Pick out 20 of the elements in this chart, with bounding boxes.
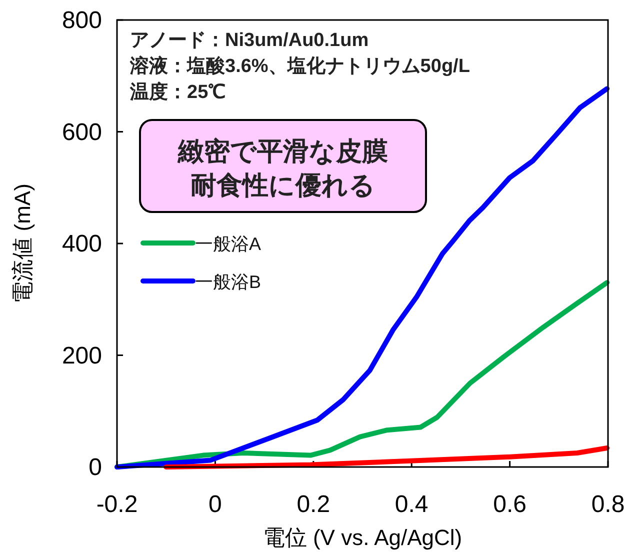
x-tick-label: 0.6 — [493, 491, 526, 518]
y-tick-label: 600 — [62, 118, 102, 146]
x-tick-label: 0.8 — [591, 491, 625, 518]
y-tick-label: 200 — [62, 342, 102, 370]
x-axis-title: 電位 (V vs. Ag/AgCl) — [262, 525, 462, 550]
x-tick-label: -0.2 — [96, 491, 138, 518]
x-tick-label: 0 — [208, 491, 222, 518]
annotation: 溶液：塩酸3.6%、塩化ナトリウム50g/L — [129, 55, 470, 77]
x-tick-label: 0.2 — [296, 491, 330, 518]
x-tick-label: 0.4 — [394, 491, 428, 518]
annotation: 緻密で平滑な皮膜 — [177, 136, 388, 166]
y-tick-label: 400 — [62, 230, 102, 258]
annotation: 温度：25℃ — [129, 81, 226, 103]
legend-label: 一般浴A — [195, 234, 262, 254]
y-tick-label: 0 — [88, 454, 102, 481]
legend-label: 一般浴B — [195, 272, 262, 292]
annotation: 耐食性に優れる — [190, 170, 376, 200]
y-tick-label: 800 — [62, 7, 102, 34]
y-axis-title: 電流値 (mA) — [10, 184, 35, 304]
annotation: アノード：Ni3um/Au0.1um — [130, 30, 369, 51]
